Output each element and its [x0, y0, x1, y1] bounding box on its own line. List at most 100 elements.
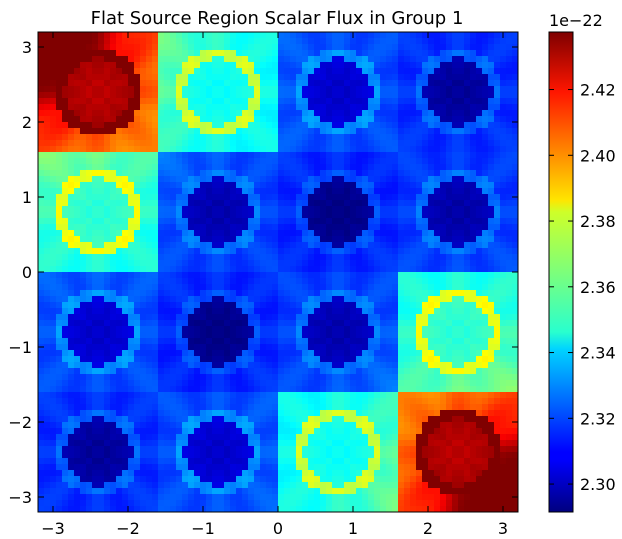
- heatmap-cell: [74, 44, 81, 51]
- heatmap-cell: [44, 128, 51, 135]
- heatmap-cell: [326, 134, 333, 141]
- heatmap-cell: [176, 344, 183, 351]
- heatmap-cell: [146, 266, 153, 273]
- heatmap-cell: [344, 350, 351, 357]
- heatmap-cell: [80, 230, 87, 237]
- heatmap-cell: [482, 218, 489, 225]
- heatmap-cell: [344, 146, 351, 153]
- heatmap-cell: [410, 368, 417, 375]
- heatmap-cell: [488, 206, 495, 213]
- heatmap-cell: [392, 398, 399, 405]
- heatmap-cell: [266, 332, 273, 339]
- heatmap-cell: [98, 392, 105, 399]
- heatmap-cell: [284, 296, 291, 303]
- heatmap-cell: [422, 146, 429, 153]
- heatmap-cell: [128, 218, 135, 225]
- heatmap-cell: [452, 212, 459, 219]
- heatmap-cell: [392, 110, 399, 117]
- heatmap-cell: [302, 272, 309, 279]
- heatmap-cell: [356, 212, 363, 219]
- heatmap-cell: [284, 362, 291, 369]
- heatmap-cell: [386, 110, 393, 117]
- heatmap-cell: [434, 386, 441, 393]
- heatmap-cell: [458, 362, 465, 369]
- heatmap-cell: [50, 344, 57, 351]
- heatmap-cell: [284, 140, 291, 147]
- heatmap-cell: [296, 32, 303, 39]
- heatmap-cell: [344, 50, 351, 57]
- heatmap-cell: [176, 404, 183, 411]
- heatmap-cell: [260, 254, 267, 261]
- heatmap-cell: [158, 92, 165, 99]
- heatmap-cell: [50, 254, 57, 261]
- heatmap-cell: [236, 350, 243, 357]
- heatmap-cell: [422, 104, 429, 111]
- heatmap-cell: [254, 206, 261, 213]
- heatmap-cell: [458, 326, 465, 333]
- heatmap-cell: [380, 212, 387, 219]
- heatmap-cell: [122, 74, 129, 81]
- heatmap-cell: [494, 218, 501, 225]
- heatmap-cell: [188, 188, 195, 195]
- heatmap-cell: [140, 104, 147, 111]
- heatmap-cell: [476, 38, 483, 45]
- heatmap-cell: [104, 200, 111, 207]
- heatmap-cell: [38, 278, 45, 285]
- heatmap-cell: [128, 278, 135, 285]
- heatmap-cell: [296, 248, 303, 255]
- heatmap-cell: [338, 194, 345, 201]
- heatmap-cell: [230, 74, 237, 81]
- heatmap-cell: [446, 314, 453, 321]
- heatmap-cell: [278, 122, 285, 129]
- heatmap-cell: [278, 398, 285, 405]
- heatmap-cell: [242, 362, 249, 369]
- heatmap-cell: [404, 116, 411, 123]
- heatmap-cell: [152, 236, 159, 243]
- heatmap-cell: [74, 392, 81, 399]
- heatmap-cell: [62, 392, 69, 399]
- heatmap-cell: [434, 38, 441, 45]
- heatmap-cell: [416, 272, 423, 279]
- heatmap-cell: [380, 194, 387, 201]
- heatmap-cell: [500, 314, 507, 321]
- heatmap-cell: [476, 152, 483, 159]
- heatmap-cell: [236, 362, 243, 369]
- heatmap-cell: [104, 350, 111, 357]
- heatmap-cell: [476, 122, 483, 129]
- heatmap-cell: [182, 128, 189, 135]
- heatmap-cell: [464, 200, 471, 207]
- heatmap-cell: [428, 236, 435, 243]
- heatmap-cell: [326, 392, 333, 399]
- heatmap-cell: [470, 200, 477, 207]
- heatmap-cell: [200, 206, 207, 213]
- heatmap-cell: [146, 80, 153, 87]
- heatmap-cell: [272, 104, 279, 111]
- heatmap-cell: [302, 368, 309, 375]
- heatmap-cell: [506, 374, 513, 381]
- heatmap-cell: [308, 158, 315, 165]
- heatmap-cell: [50, 128, 57, 135]
- heatmap-cell: [182, 104, 189, 111]
- heatmap-cell: [38, 230, 45, 237]
- heatmap-cell: [182, 350, 189, 357]
- heatmap-cell: [80, 38, 87, 45]
- heatmap-cell: [392, 278, 399, 285]
- heatmap-cell: [224, 368, 231, 375]
- heatmap-cell: [38, 392, 45, 399]
- heatmap-cell: [470, 392, 477, 399]
- heatmap-cell: [146, 338, 153, 345]
- heatmap-cell: [272, 212, 279, 219]
- heatmap-cell: [260, 104, 267, 111]
- heatmap-cell: [146, 188, 153, 195]
- heatmap-cell: [110, 50, 117, 57]
- heatmap-cell: [266, 320, 273, 327]
- heatmap-cell: [176, 116, 183, 123]
- heatmap-cell: [140, 350, 147, 357]
- heatmap-cell: [446, 362, 453, 369]
- heatmap-cell: [392, 74, 399, 81]
- heatmap-cell: [476, 386, 483, 393]
- heatmap-cell: [242, 176, 249, 183]
- heatmap-cell: [200, 356, 207, 363]
- heatmap-cell: [236, 290, 243, 297]
- heatmap-cell: [350, 344, 357, 351]
